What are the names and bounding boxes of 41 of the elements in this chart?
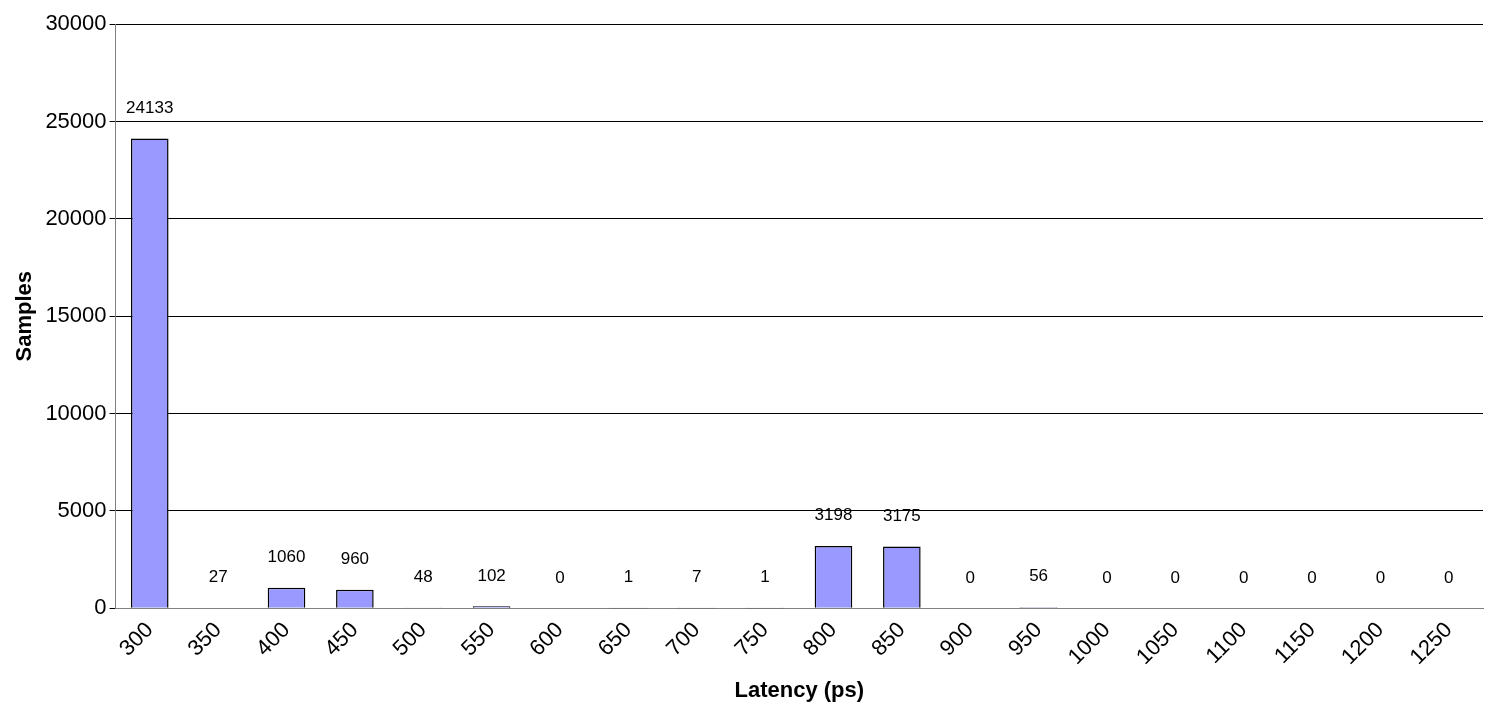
x-tick-label: 950 (1002, 616, 1047, 661)
y-tick-label: 10000 (45, 399, 107, 425)
x-tick-label: 300 (113, 616, 158, 661)
y-tick-label: 30000 (45, 10, 107, 36)
x-tick-label: 900 (934, 616, 979, 661)
x-tick-label: 800 (797, 616, 842, 661)
data-label: 7 (692, 567, 702, 587)
data-label: 1 (760, 567, 770, 587)
data-label: 1060 (267, 546, 306, 566)
x-axis-title: Latency (ps) (734, 676, 865, 702)
x-tick-label: 850 (866, 616, 910, 661)
x-tick-label: 600 (524, 616, 568, 661)
data-label: 56 (1029, 566, 1049, 586)
data-label: 0 (1238, 567, 1249, 587)
data-label: 0 (1375, 567, 1386, 587)
x-tick-label: 750 (729, 616, 773, 661)
y-axis-title: Samples (11, 271, 37, 362)
y-tick-label: 25000 (45, 107, 107, 133)
data-label: 1 (623, 567, 634, 587)
data-label: 0 (1170, 567, 1181, 587)
x-tick-label: 400 (250, 616, 295, 661)
x-tick-label: 450 (319, 616, 363, 661)
y-tick-label: 20000 (45, 204, 107, 230)
data-label: 0 (1444, 567, 1454, 587)
data-label: 0 (965, 567, 975, 587)
x-tick-label: 350 (182, 616, 226, 661)
y-tick-label: 5000 (57, 497, 107, 523)
data-label: 0 (1307, 567, 1317, 587)
data-label: 0 (1102, 567, 1112, 587)
data-label: 27 (208, 566, 228, 586)
x-tick-label: 550 (455, 616, 500, 661)
data-label: 24133 (126, 97, 174, 117)
y-tick-label: 0 (94, 594, 107, 620)
x-tick-label: 650 (592, 616, 637, 661)
data-label: 102 (477, 565, 506, 585)
x-tick-label: 500 (387, 616, 432, 661)
data-label: 0 (555, 567, 565, 587)
data-label: 960 (340, 548, 370, 568)
data-label: 48 (413, 566, 433, 586)
x-tick-label: 700 (660, 616, 705, 661)
y-tick-label: 15000 (45, 302, 107, 328)
